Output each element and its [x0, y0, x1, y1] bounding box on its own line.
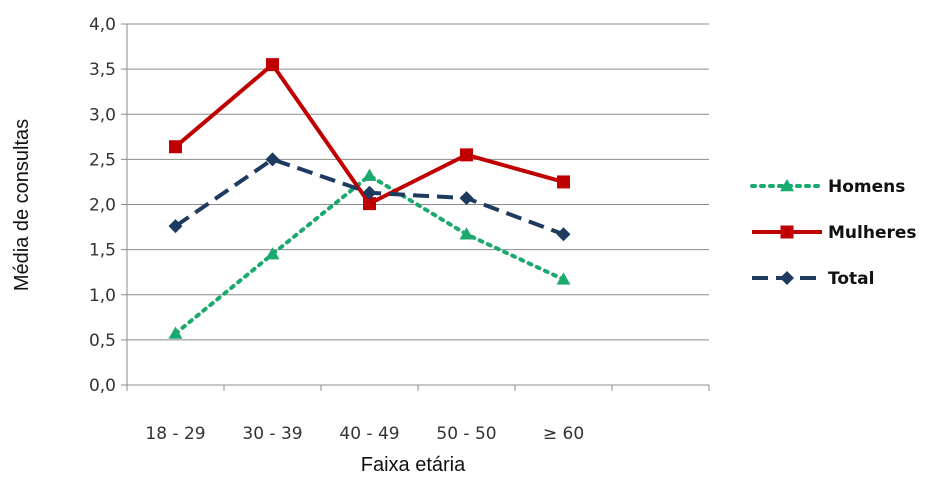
- y-tick-label: 4,0: [89, 15, 116, 35]
- y-tick-label: 3,0: [89, 105, 116, 125]
- x-tick-label: 18 - 29: [145, 424, 205, 444]
- legend-marker-total: [780, 271, 794, 285]
- x-tick-label: 50 - 50: [436, 424, 496, 444]
- legend-label-mulheres: Mulheres: [828, 223, 917, 243]
- series-line-mulheres: [174, 62, 565, 206]
- x-tick-labels: 18 - 29 30 - 39 40 - 49 50 - 50 ≥ 60: [145, 424, 584, 444]
- legend-item-mulheres: Mulheres: [752, 223, 917, 243]
- legend-marker-homens: [780, 179, 794, 192]
- data-point-total: [168, 219, 183, 234]
- data-point-homens: [168, 326, 183, 339]
- y-tick-label: 0,5: [89, 331, 116, 351]
- y-tick-label: 2,5: [89, 150, 116, 170]
- data-point-mulheres: [169, 140, 182, 154]
- data-point-homens: [265, 247, 280, 260]
- series-homens: [168, 168, 571, 339]
- gridlines: [127, 23, 709, 341]
- series-group: [168, 58, 571, 339]
- x-tick-label: ≥ 60: [543, 424, 584, 444]
- legend: Homens Mulheres Total: [750, 177, 917, 289]
- data-point-homens: [459, 227, 474, 240]
- x-tick-label: 30 - 39: [242, 424, 302, 444]
- data-point-mulheres: [363, 197, 376, 211]
- y-axis-title: Média de consultas: [11, 119, 33, 291]
- data-point-total: [556, 227, 571, 242]
- data-point-total: [362, 185, 377, 200]
- data-point-total: [265, 152, 280, 167]
- y-tick-label: 1,0: [89, 286, 116, 306]
- legend-item-homens: Homens: [750, 177, 905, 197]
- legend-marker-mulheres: [780, 225, 794, 239]
- series-mulheres: [169, 58, 570, 211]
- y-tick-label: 1,5: [89, 241, 116, 261]
- data-point-homens: [362, 168, 377, 181]
- y-tick-labels: 0,0 0,5 1,0 1,5 2,0 2,5 3,0 3,5 4,0: [89, 15, 116, 396]
- data-point-mulheres: [266, 58, 279, 72]
- x-tick-label: 40 - 49: [339, 424, 399, 444]
- data-point-total: [459, 191, 474, 206]
- x-axis-title: Faixa etária: [361, 454, 466, 476]
- legend-label-total: Total: [828, 269, 874, 289]
- series-total: [168, 152, 571, 242]
- data-point-homens: [556, 272, 571, 285]
- y-tick-label: 2,0: [89, 196, 116, 216]
- y-tick-label: 3,5: [89, 60, 116, 80]
- legend-item-total: Total: [752, 269, 874, 289]
- data-point-mulheres: [557, 175, 570, 189]
- legend-label-homens: Homens: [828, 177, 905, 197]
- data-point-mulheres: [460, 148, 473, 162]
- axes: [121, 23, 710, 391]
- y-tick-label: 0,0: [89, 376, 116, 396]
